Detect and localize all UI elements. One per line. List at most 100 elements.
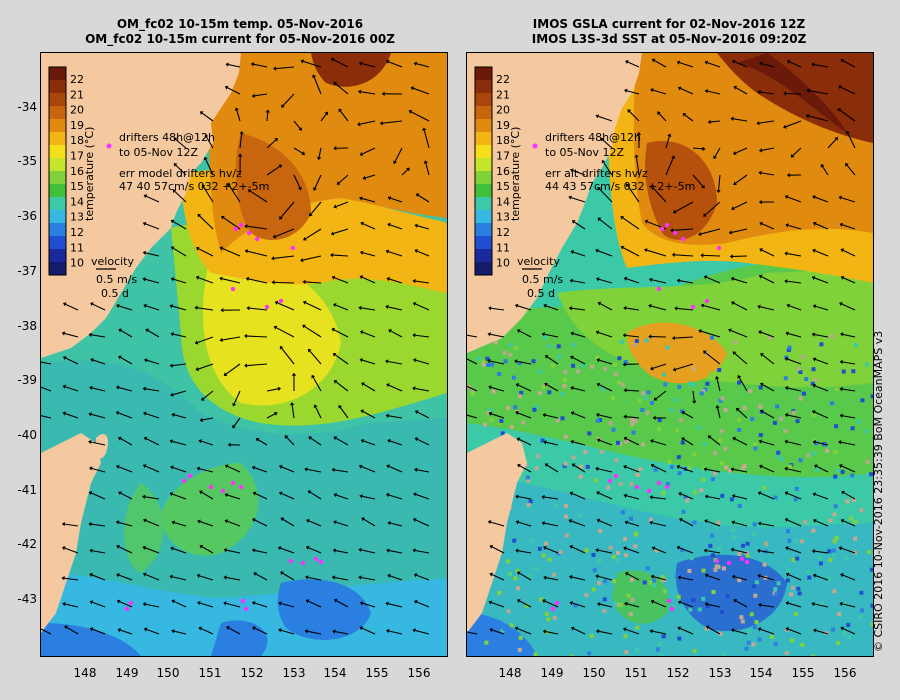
colorbar-swatch: [475, 249, 492, 263]
velocity-arrow: [254, 93, 268, 97]
velocity-arrowhead: [570, 385, 574, 391]
sst-pixel: [791, 410, 796, 415]
velocity-arrowhead: [244, 224, 248, 229]
velocity-arrowhead: [115, 410, 120, 416]
velocity-arrowhead: [251, 601, 256, 606]
sst-pixel: [571, 455, 576, 460]
sst-pixel: [864, 429, 869, 434]
sst-pixel: [764, 541, 768, 546]
velocity-arrowhead: [671, 335, 676, 341]
velocity-scale: 0.5 m/s: [96, 273, 137, 286]
sst-pixel: [513, 346, 518, 350]
velocity-arrow: [708, 627, 721, 635]
velocity-arrowhead: [413, 61, 418, 66]
sst-pixel: [591, 553, 596, 557]
velocity-arrowhead: [812, 221, 817, 226]
sst-pixel: [845, 499, 850, 504]
sst-pixel: [851, 369, 856, 374]
velocity-arrowhead: [169, 492, 174, 497]
sst-pixel: [828, 518, 833, 523]
velocity-arrowhead: [412, 302, 417, 307]
velocity-arrow: [286, 437, 295, 446]
velocity-arrowhead: [142, 572, 147, 577]
velocity-arrow: [735, 600, 748, 608]
x-tick-label: 151: [198, 666, 222, 680]
velocity-arrow: [546, 464, 559, 473]
velocity-arrowhead: [414, 223, 418, 228]
velocity-arrowhead: [542, 599, 546, 604]
sst-pixel: [635, 625, 640, 630]
y-tick-label: -34: [17, 100, 37, 114]
sst-pixel: [671, 604, 676, 609]
drifter-marker-icon: [106, 143, 112, 149]
velocity-arrowhead: [197, 519, 201, 524]
sst-pixel: [534, 466, 539, 471]
velocity-arrow: [275, 228, 295, 238]
velocity-arrowhead: [362, 175, 367, 180]
colorbar-swatch: [49, 132, 66, 146]
velocity-arrowhead: [626, 183, 630, 188]
velocity-arrow: [598, 468, 613, 473]
velocity-arrowhead: [284, 435, 289, 439]
colorbar-swatch: [475, 262, 492, 276]
drifter-marker: [659, 226, 665, 232]
velocity-arrow: [707, 603, 721, 608]
right-map-panel[interactable]: 22 21 20 19 18 17 16 15 14 13 12 11 10 temperature (…: [466, 52, 874, 657]
sst-pixel: [531, 359, 536, 364]
velocity-arrowhead: [657, 111, 661, 116]
velocity-arrowhead: [839, 222, 844, 227]
velocity-arrow: [546, 577, 559, 581]
velocity-arrow: [291, 404, 295, 419]
velocity-arrow: [760, 91, 775, 95]
velocity-arrow: [733, 549, 748, 554]
colorbar-tick-label: 14: [496, 195, 510, 208]
velocity-arrowhead: [171, 412, 175, 417]
sst-pixel: [629, 516, 633, 521]
sst-pixel: [587, 651, 592, 656]
velocity-arrowhead: [360, 438, 365, 444]
velocity-arrow: [674, 336, 694, 339]
velocity-arrow: [572, 169, 586, 176]
velocity-arrow: [119, 601, 133, 608]
velocity-arrowhead: [331, 275, 336, 280]
velocity-arrow: [362, 331, 376, 338]
velocity-arrowhead: [731, 301, 735, 306]
colorbar-tick-label: 18: [496, 134, 510, 147]
sst-pixel: [752, 522, 757, 527]
sst-pixel: [692, 648, 697, 653]
sst-pixel: [832, 589, 837, 594]
velocity-arrowhead: [358, 61, 363, 66]
velocity-arrowhead: [838, 85, 842, 90]
sst-pixel: [599, 576, 603, 581]
velocity-arrowhead: [330, 231, 335, 236]
velocity-arrowhead: [757, 548, 761, 554]
colorbar-tick-label: 14: [70, 195, 84, 208]
velocity-arrow: [266, 139, 277, 149]
sst-pixel: [557, 354, 562, 359]
sst-pixel: [659, 653, 664, 656]
velocity-arrowhead: [757, 573, 761, 579]
velocity-arrowhead: [811, 275, 816, 281]
velocity-arrowhead: [250, 62, 255, 67]
sst-pixel: [620, 382, 625, 387]
right-title-line2: IMOS L3S-3d SST at 05-Nov-2016 09:20Z: [531, 32, 807, 46]
velocity-arrow: [674, 254, 694, 257]
colorbar-tick-label: 11: [70, 241, 84, 254]
x-tick-label: 154: [323, 666, 347, 680]
sst-pixel: [870, 394, 873, 399]
sst-pixel: [623, 334, 628, 339]
sst-pixel: [837, 612, 842, 617]
sst-pixel: [529, 539, 534, 543]
sst-pixel: [665, 345, 670, 350]
velocity-arrow: [146, 438, 160, 446]
left-map-panel[interactable]: 22 21 20 19 18 17 16 15 14 13 12 11 10 temperature (…: [40, 52, 448, 657]
velocity-arrow: [706, 550, 721, 554]
drifter-marker: [300, 560, 306, 566]
velocity-arrow: [665, 157, 674, 176]
velocity-arrow: [705, 201, 721, 216]
velocity-arrowhead: [840, 58, 845, 63]
velocity-arrowhead: [291, 372, 297, 376]
velocity-arrow: [388, 494, 403, 500]
velocity-arrow: [626, 307, 640, 311]
drifter-marker: [288, 558, 294, 564]
